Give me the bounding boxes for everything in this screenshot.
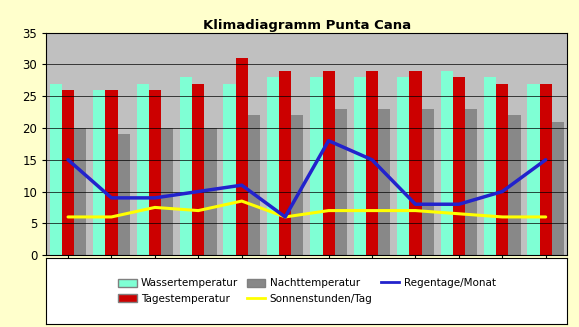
- Bar: [161, 128, 173, 255]
- Bar: [248, 115, 260, 255]
- Bar: [310, 77, 323, 255]
- Bar: [496, 83, 508, 255]
- Bar: [409, 71, 422, 255]
- Bar: [267, 77, 279, 255]
- Bar: [223, 83, 236, 255]
- Bar: [453, 77, 465, 255]
- Legend: Wassertemperatur, Tagestemperatur, Nachttemperatur, Sonnenstunden/Tag, Regentage: Wassertemperatur, Tagestemperatur, Nacht…: [115, 275, 499, 307]
- Bar: [74, 128, 86, 255]
- Bar: [354, 77, 366, 255]
- Bar: [149, 90, 161, 255]
- Bar: [552, 122, 564, 255]
- Bar: [93, 90, 105, 255]
- Bar: [62, 90, 74, 255]
- Bar: [236, 58, 248, 255]
- Bar: [105, 90, 118, 255]
- Bar: [323, 71, 335, 255]
- Bar: [508, 115, 521, 255]
- Bar: [527, 83, 540, 255]
- Title: Klimadiagramm Punta Cana: Klimadiagramm Punta Cana: [203, 19, 411, 31]
- Bar: [50, 83, 62, 255]
- Bar: [118, 134, 130, 255]
- Bar: [137, 83, 149, 255]
- Bar: [279, 71, 291, 255]
- Bar: [441, 71, 453, 255]
- Bar: [397, 77, 409, 255]
- Bar: [540, 83, 552, 255]
- Bar: [204, 128, 217, 255]
- Bar: [484, 77, 496, 255]
- Bar: [378, 109, 390, 255]
- Bar: [366, 71, 378, 255]
- Bar: [422, 109, 434, 255]
- Bar: [180, 77, 192, 255]
- Bar: [192, 83, 204, 255]
- Bar: [291, 115, 303, 255]
- Bar: [335, 109, 347, 255]
- Bar: [465, 109, 477, 255]
